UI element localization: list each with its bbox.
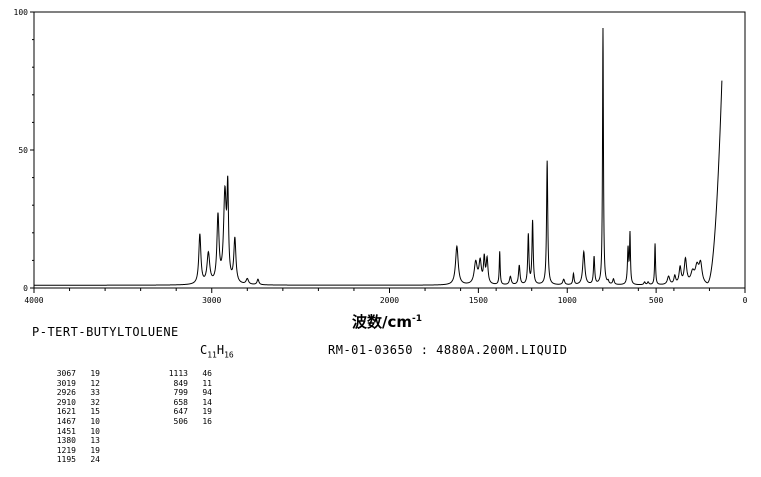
peak-intensity: 19 bbox=[202, 407, 212, 417]
peak-wavenumber: 799 bbox=[173, 388, 188, 398]
x-axis-label: 波数/cm-1 bbox=[352, 313, 423, 331]
peak-row: 3019 12 bbox=[30, 379, 100, 389]
peak-row: 1113 46 bbox=[142, 369, 212, 379]
peak-wavenumber: 1451 bbox=[56, 426, 76, 436]
peak-table-right: 1113 46 849 11 799 94 658 14 647 19 506 16 bbox=[142, 369, 212, 427]
peak-row: 1621 15 bbox=[30, 407, 100, 417]
peak-intensity: 94 bbox=[202, 388, 212, 398]
sample-info: RM-01-03650 : 4880A.200M.LIQUID bbox=[328, 343, 568, 357]
peak-row: 1467 10 bbox=[30, 417, 100, 427]
peak-intensity: 12 bbox=[90, 378, 100, 388]
peak-intensity: 10 bbox=[90, 426, 100, 436]
peak-intensity: 46 bbox=[202, 369, 212, 378]
x-tick-label: 3000 bbox=[202, 296, 221, 305]
peak-wavenumber: 1467 bbox=[56, 416, 76, 426]
peak-wavenumber: 658 bbox=[173, 397, 188, 407]
peak-row: 849 11 bbox=[142, 379, 212, 389]
x-tick-label: 0 bbox=[743, 296, 748, 305]
peak-intensity: 16 bbox=[202, 416, 212, 426]
peak-intensity: 13 bbox=[90, 436, 100, 446]
peak-row: 658 14 bbox=[142, 398, 212, 408]
peak-row: 3067 19 bbox=[30, 369, 100, 379]
peak-table-left: 3067 19 3019 12 2926 33 2910 32 1621 15 1467 10 1451… bbox=[30, 369, 100, 465]
peak-wavenumber: 1195 bbox=[56, 455, 76, 465]
x-tick-label: 4000 bbox=[24, 296, 43, 305]
peak-row: 1195 24 bbox=[30, 455, 100, 465]
peak-wavenumber: 1380 bbox=[56, 436, 76, 446]
x-tick-label: 1000 bbox=[558, 296, 577, 305]
plot-frame bbox=[33, 11, 746, 289]
peak-intensity: 32 bbox=[90, 397, 100, 407]
peak-intensity: 14 bbox=[202, 397, 212, 407]
peak-row: 506 16 bbox=[142, 417, 212, 427]
peak-row: 647 19 bbox=[142, 407, 212, 417]
compound-name: P-TERT-BUTYLTOLUENE bbox=[32, 325, 179, 339]
peak-wavenumber: 3067 bbox=[56, 369, 76, 378]
peak-intensity: 15 bbox=[90, 407, 100, 417]
peak-row: 2910 32 bbox=[30, 398, 100, 408]
peak-wavenumber: 2926 bbox=[56, 388, 76, 398]
peak-wavenumber: 1621 bbox=[56, 407, 76, 417]
peak-wavenumber: 506 bbox=[173, 416, 188, 426]
y-tick-label: 50 bbox=[18, 146, 28, 155]
peak-intensity: 24 bbox=[90, 455, 100, 465]
y-tick-label: 100 bbox=[14, 8, 29, 17]
peak-row: 1451 10 bbox=[30, 427, 100, 437]
peak-intensity: 33 bbox=[90, 388, 100, 398]
x-tick-label: 500 bbox=[649, 296, 664, 305]
spectrum-chart: 4000 3000 2000 1500 1000 500 0 0 50 100 bbox=[14, 8, 748, 305]
peak-row: 1219 19 bbox=[30, 446, 100, 456]
peak-intensity: 11 bbox=[202, 378, 212, 388]
peak-wavenumber: 849 bbox=[173, 378, 188, 388]
x-tick-label: 2000 bbox=[380, 296, 399, 305]
peak-wavenumber: 1113 bbox=[168, 369, 188, 378]
peak-row: 2926 33 bbox=[30, 388, 100, 398]
axis-ticks: 4000 3000 2000 1500 1000 500 0 0 50 100 bbox=[14, 8, 748, 305]
peak-row: 799 94 bbox=[142, 388, 212, 398]
molecular-formula: C11H16 bbox=[200, 343, 234, 360]
peak-row: 1380 13 bbox=[30, 436, 100, 446]
peak-intensity: 10 bbox=[90, 416, 100, 426]
peak-wavenumber: 3019 bbox=[56, 378, 76, 388]
peak-wavenumber: 1219 bbox=[56, 445, 76, 455]
spectrum-line bbox=[34, 27, 723, 286]
y-tick-label: 0 bbox=[23, 284, 28, 293]
x-tick-label: 1500 bbox=[469, 296, 488, 305]
peak-intensity: 19 bbox=[90, 445, 100, 455]
peak-intensity: 19 bbox=[90, 369, 100, 378]
peak-wavenumber: 647 bbox=[173, 407, 188, 417]
peak-wavenumber: 2910 bbox=[56, 397, 76, 407]
